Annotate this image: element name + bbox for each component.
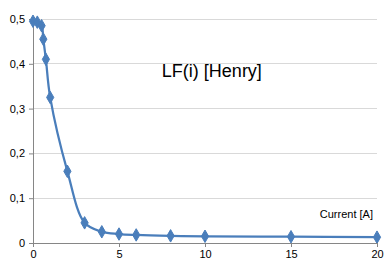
plot: 0 0,1 0,2 0,3 0,4 0,5 0 5 10 15 20 — [10, 13, 384, 260]
y-tick-label: 0,4 — [10, 58, 25, 70]
x-tick-label: 0 — [30, 248, 36, 260]
x-tick-mark — [119, 243, 120, 247]
marker — [38, 19, 45, 31]
x-tick-mark — [205, 243, 206, 247]
grid-line — [33, 153, 377, 154]
marker — [81, 217, 88, 229]
x-tick: 5 — [116, 243, 122, 260]
marker — [287, 230, 294, 242]
x-tick: 20 — [371, 243, 383, 260]
x-tick-label: 5 — [116, 248, 122, 260]
x-axis-title: Current [A] — [320, 208, 373, 220]
x-tick-label: 20 — [371, 248, 383, 260]
y-tick-mark — [29, 109, 33, 110]
y-tick: 0,5 — [10, 13, 33, 25]
y-tick: 0,1 — [10, 192, 33, 204]
x-tick: 0 — [30, 243, 36, 260]
y-tick: 0,2 — [10, 147, 33, 159]
marker — [201, 230, 208, 242]
marker — [115, 228, 122, 240]
marker — [98, 226, 105, 238]
y-tick-label: 0,3 — [10, 103, 25, 115]
x-tick-mark — [291, 243, 292, 247]
y-tick-mark — [29, 153, 33, 154]
grid-line — [33, 108, 377, 109]
x-axis: 0 5 10 15 20 — [30, 243, 383, 260]
marker — [64, 165, 71, 177]
marker — [47, 91, 54, 103]
x-tick: 10 — [199, 243, 211, 260]
y-tick-label: 0,5 — [10, 13, 25, 25]
x-axis-line — [34, 244, 378, 248]
x-tick: 15 — [285, 243, 297, 260]
y-tick-mark — [29, 64, 33, 65]
y-tick-mark — [29, 198, 33, 199]
grid-line — [33, 19, 377, 20]
chart: 0 0,1 0,2 0,3 0,4 0,5 0 5 10 15 20 LF(i) [Henry] Cur… — [0, 0, 388, 269]
y-tick-mark — [29, 243, 33, 244]
y-tick-label: 0 — [19, 237, 25, 249]
y-axis-line — [29, 20, 34, 244]
y-tick: 0,3 — [10, 103, 33, 115]
y-axis: 0 0,1 0,2 0,3 0,4 0,5 — [10, 13, 34, 249]
x-tick-label: 15 — [285, 248, 297, 260]
marker — [167, 230, 174, 242]
grid — [33, 19, 377, 243]
marker — [373, 231, 380, 243]
grid-line — [33, 198, 377, 199]
y-tick: 0,4 — [10, 58, 33, 70]
marker — [133, 229, 140, 241]
line — [33, 21, 377, 237]
y-tick-label: 0,1 — [10, 192, 25, 204]
x-tick-label: 10 — [199, 248, 211, 260]
marker — [42, 53, 49, 65]
x-tick-mark — [33, 243, 34, 247]
y-tick-label: 0,2 — [10, 147, 25, 159]
title: LF(i) [Henry] — [162, 61, 262, 81]
data — [29, 15, 380, 243]
x-tick-mark — [377, 243, 378, 247]
marker — [40, 33, 47, 45]
